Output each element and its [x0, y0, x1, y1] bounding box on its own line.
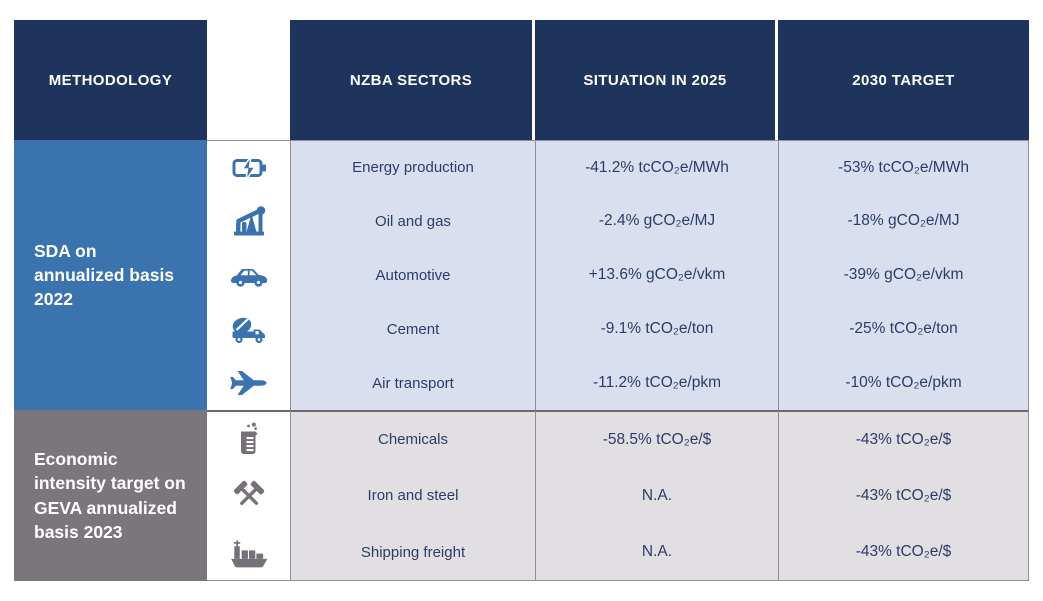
oil-pump-icon — [207, 194, 290, 248]
header-icon-column — [207, 20, 290, 140]
target-energy-production: -53% tcCO₂e/MWh — [778, 140, 1029, 194]
sector-energy-production: Energy production — [290, 140, 535, 194]
methodology-sda-text: SDA on annualized basis 2022 — [34, 240, 175, 310]
methodology-geva-text: Economic intensity target on GEVA annual… — [34, 449, 186, 542]
situation-shipping-freight: N.A. — [535, 524, 778, 581]
sector-iron-and-steel: Iron and steel — [290, 467, 535, 524]
methodology-geva-label: Economic intensity target on GEVA annual… — [14, 410, 207, 581]
sector-automotive: Automotive — [290, 248, 535, 302]
battery-charging-icon — [207, 140, 290, 194]
situation-cement: -9.1% tCO₂e/ton — [535, 302, 778, 356]
target-air-transport: -10% tCO₂e/pkm — [778, 356, 1029, 410]
situation-air-transport: -11.2% tCO₂e/pkm — [535, 356, 778, 410]
header-methodology: METHODOLOGY — [14, 20, 207, 140]
sector-air-transport: Air transport — [290, 356, 535, 410]
cement-mixer-icon — [207, 302, 290, 356]
situation-automotive: +13.6% gCO₂e/vkm — [535, 248, 778, 302]
crossed-hammers-icon — [207, 467, 290, 524]
target-automotive: -39% gCO₂e/vkm — [778, 248, 1029, 302]
targets-table: METHODOLOGY NZBA SECTORS SITUATION IN 20… — [14, 20, 1029, 581]
sector-cement: Cement — [290, 302, 535, 356]
situation-oil-and-gas: -2.4% gCO₂e/MJ — [535, 194, 778, 248]
target-iron-and-steel: -43% tCO₂e/$ — [778, 467, 1029, 524]
target-cement: -25% tCO₂e/ton — [778, 302, 1029, 356]
header-situation-2025: SITUATION IN 2025 — [535, 20, 778, 140]
target-shipping-freight: -43% tCO₂e/$ — [778, 524, 1029, 581]
target-chemicals: -43% tCO₂e/$ — [778, 410, 1029, 467]
airplane-icon — [207, 356, 290, 410]
situation-iron-and-steel: N.A. — [535, 467, 778, 524]
sector-oil-and-gas: Oil and gas — [290, 194, 535, 248]
header-2030-target: 2030 TARGET — [778, 20, 1029, 140]
target-oil-and-gas: -18% gCO₂e/MJ — [778, 194, 1029, 248]
sector-shipping-freight: Shipping freight — [290, 524, 535, 581]
sector-chemicals: Chemicals — [290, 410, 535, 467]
cargo-ship-icon — [207, 524, 290, 581]
situation-chemicals: -58.5% tCO₂e/$ — [535, 410, 778, 467]
methodology-sda-label: SDA on annualized basis 2022 — [14, 140, 207, 410]
header-nzba-sectors: NZBA SECTORS — [290, 20, 535, 140]
situation-energy-production: -41.2% tcCO₂e/MWh — [535, 140, 778, 194]
car-icon — [207, 248, 290, 302]
chemical-beaker-icon — [207, 410, 290, 467]
